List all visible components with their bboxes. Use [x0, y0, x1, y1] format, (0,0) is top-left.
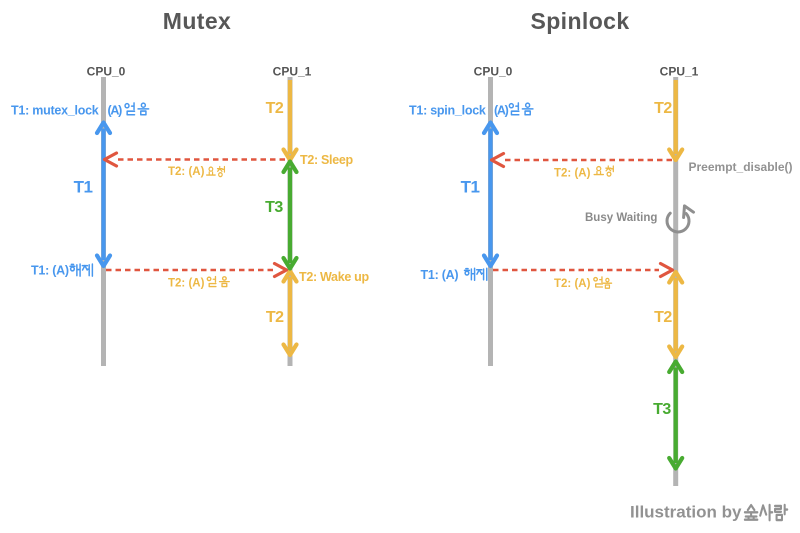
svg-text:T2: T2 [654, 309, 672, 326]
svg-text:T2: T2 [654, 100, 672, 117]
svg-text:Preempt_disable(): Preempt_disable() [689, 160, 793, 174]
svg-text:Mutex: Mutex [163, 8, 231, 34]
svg-text:T2: Wake up: T2: Wake up [299, 270, 370, 284]
svg-text:T1: T1 [74, 178, 93, 197]
svg-text:(A): (A) [108, 104, 123, 118]
svg-text:T1: (A): T1: (A) [31, 264, 69, 278]
svg-text:CPU_1: CPU_1 [273, 65, 312, 79]
svg-text:T3: T3 [265, 199, 283, 216]
svg-text:T2: T2 [266, 100, 284, 117]
svg-text:CPU_1: CPU_1 [660, 65, 699, 79]
svg-text:Illustration by: Illustration by [630, 503, 742, 522]
svg-text:T1: mutex_lock: T1: mutex_lock [11, 104, 99, 118]
svg-text:T2: (A): T2: (A) [554, 278, 591, 290]
svg-text:T2: (A): T2: (A) [168, 278, 205, 290]
svg-text:Busy Waiting: Busy Waiting [585, 212, 657, 224]
svg-text:T1: (A): T1: (A) [421, 268, 459, 282]
svg-text:T1: spin_lock: T1: spin_lock [409, 104, 486, 118]
svg-text:CPU_0: CPU_0 [87, 65, 126, 79]
svg-text:Spinlock: Spinlock [530, 8, 629, 34]
svg-text:T2: T2 [266, 309, 284, 326]
svg-text:T2: Sleep: T2: Sleep [300, 153, 354, 167]
svg-text:T2: (A): T2: (A) [168, 166, 205, 178]
svg-text:CPU_0: CPU_0 [474, 65, 513, 79]
svg-text:T1: T1 [461, 178, 480, 197]
svg-text:T3: T3 [653, 401, 671, 418]
svg-text:(A): (A) [494, 104, 509, 118]
svg-text:T2: (A): T2: (A) [554, 167, 591, 179]
